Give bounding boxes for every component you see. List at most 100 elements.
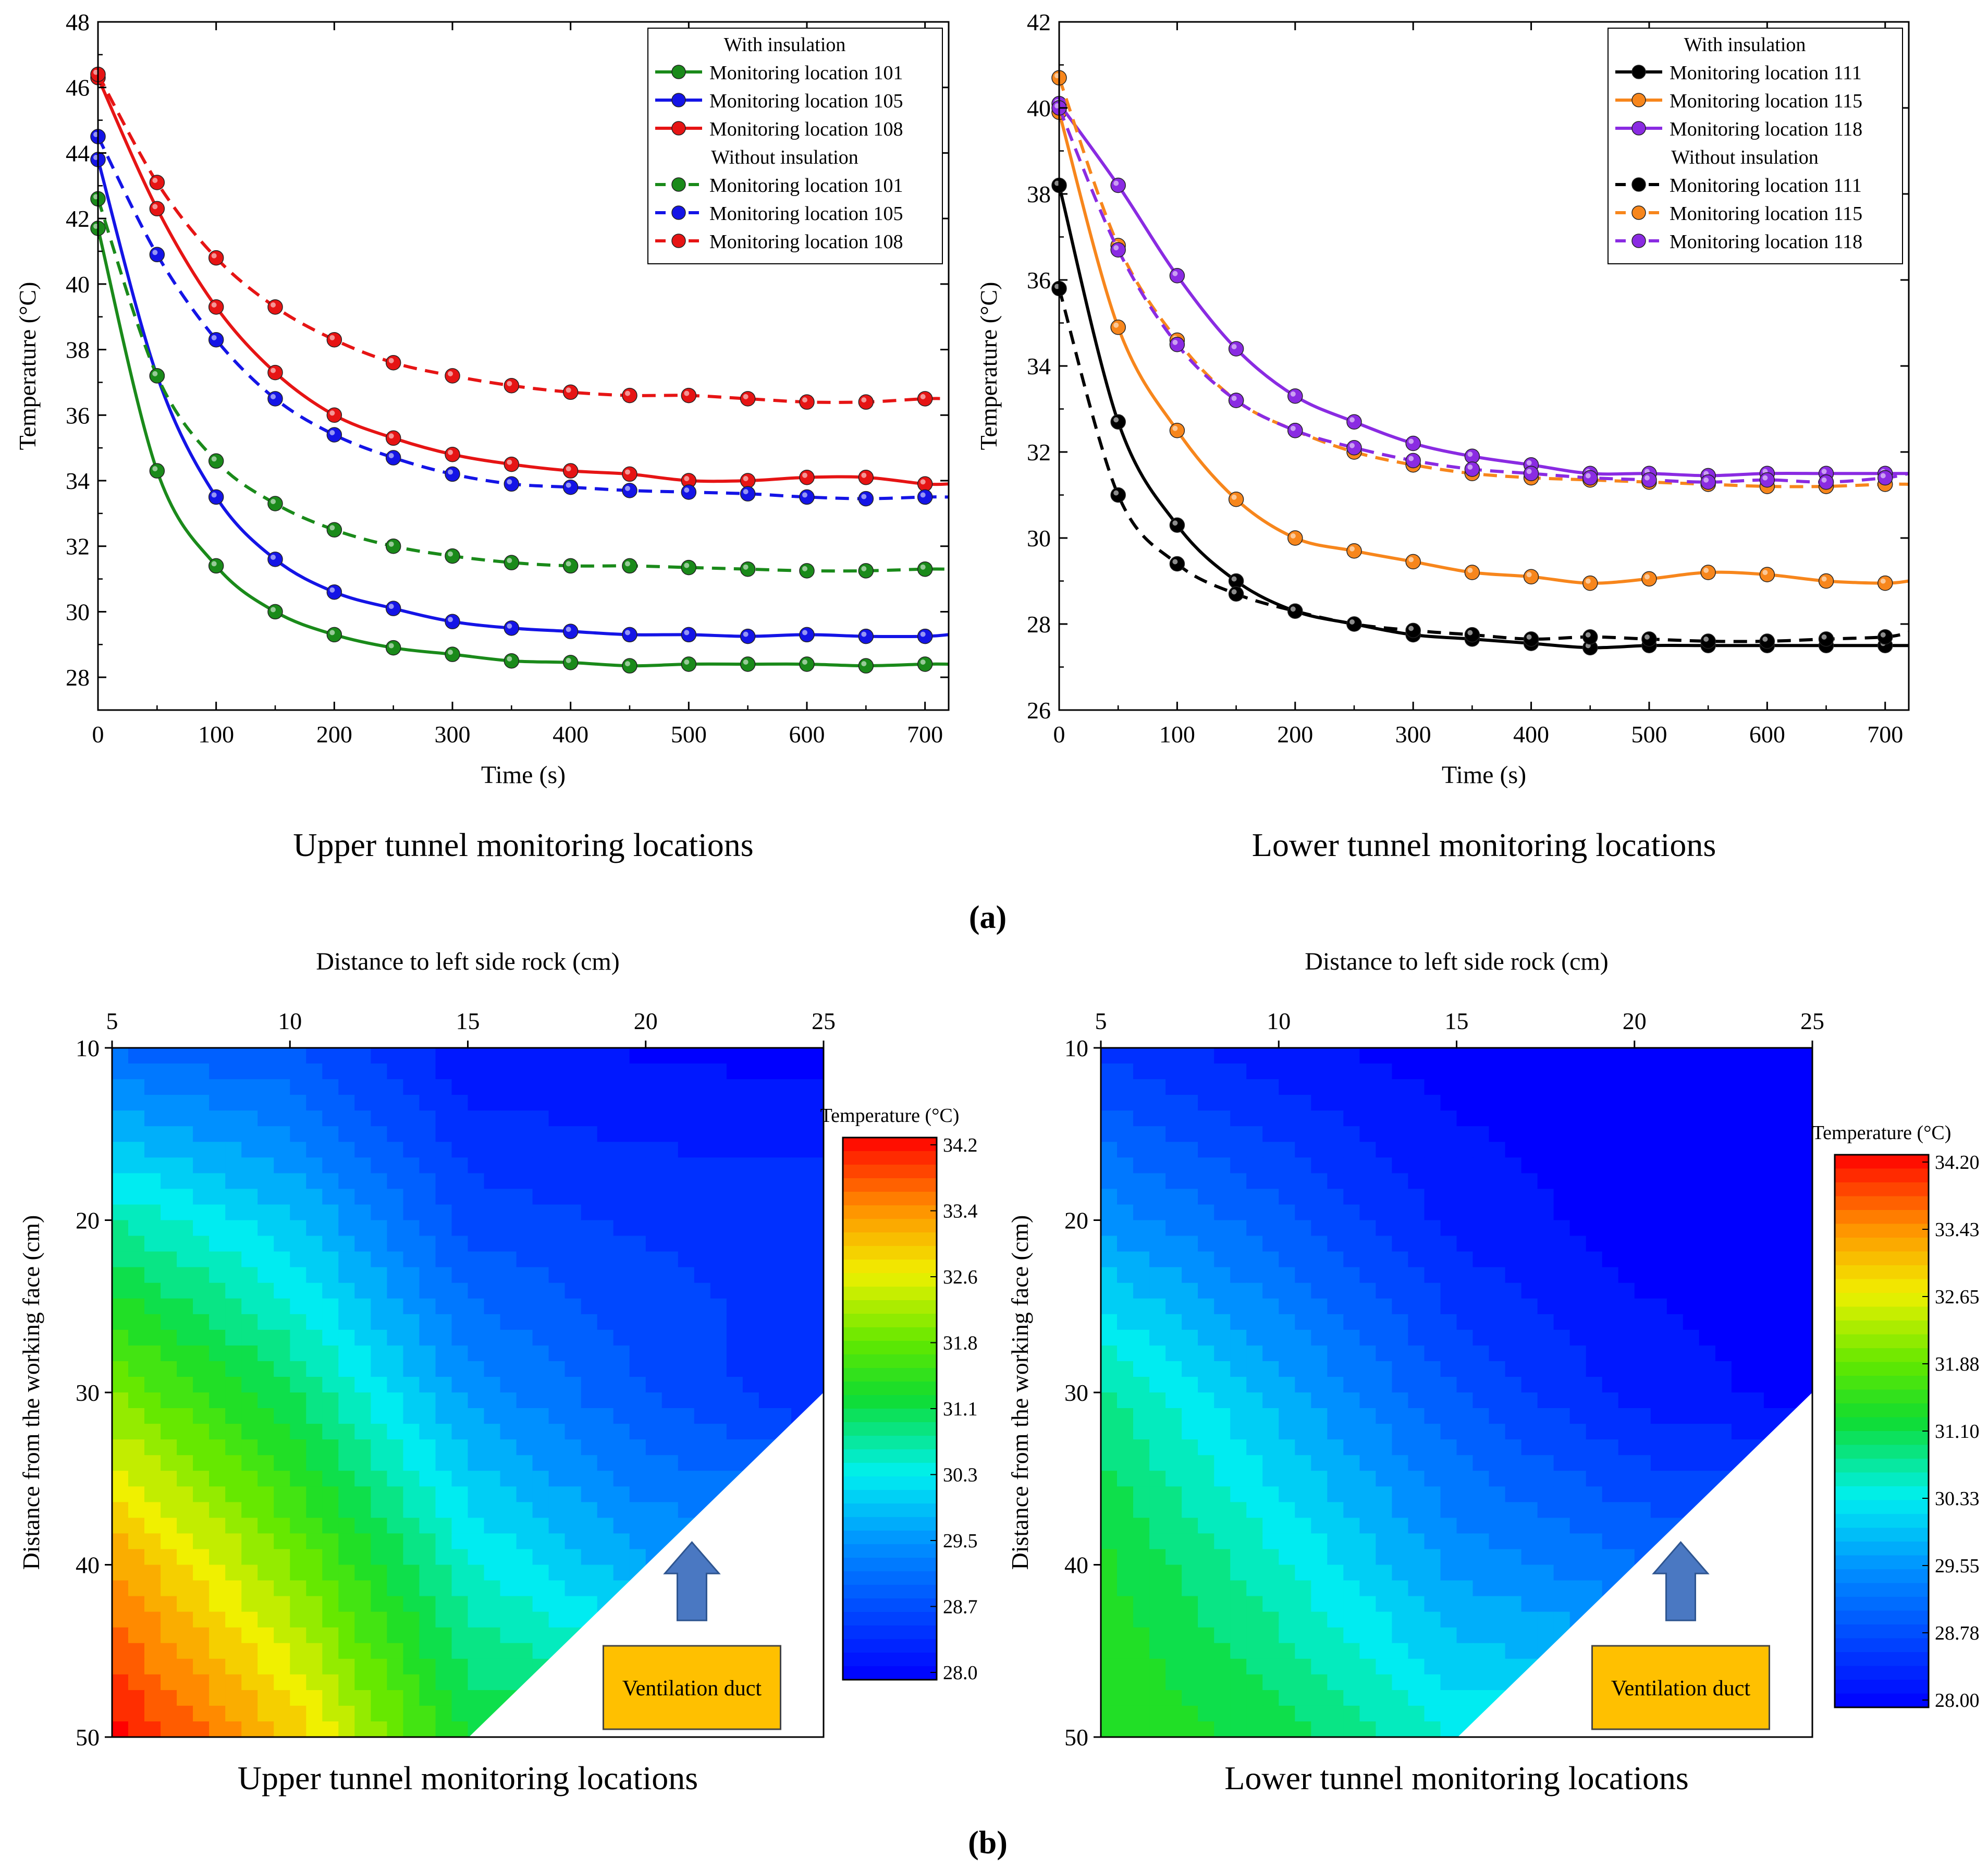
contour-cell bbox=[274, 1142, 291, 1158]
contour-cell bbox=[532, 1377, 549, 1393]
contour-cell bbox=[306, 1486, 323, 1503]
contour-cell bbox=[468, 1565, 485, 1581]
contour-cell bbox=[1133, 1110, 1150, 1127]
contour-cell bbox=[257, 1439, 275, 1456]
data-point-highlight bbox=[920, 631, 926, 637]
contour-cell bbox=[144, 1142, 161, 1158]
contour-cell bbox=[613, 1329, 630, 1346]
contour-cell bbox=[597, 1267, 614, 1284]
contour-cell bbox=[1472, 1565, 1490, 1581]
contour-cell bbox=[1182, 1236, 1199, 1252]
data-point-highlight bbox=[448, 371, 453, 376]
contour-cell bbox=[419, 1658, 436, 1675]
contour-cell bbox=[419, 1173, 436, 1190]
contour-cell bbox=[1569, 1236, 1587, 1252]
contour-cell bbox=[128, 1705, 145, 1722]
contour-cell bbox=[1311, 1674, 1328, 1691]
contour-cell bbox=[1327, 1361, 1344, 1377]
contour-cell bbox=[1230, 1267, 1247, 1284]
contour-cell bbox=[1230, 1064, 1247, 1080]
x-tick-label: 5 bbox=[1095, 1008, 1107, 1034]
contour-cell bbox=[1359, 1064, 1377, 1080]
contour-cell bbox=[1699, 1298, 1716, 1315]
contour-cell bbox=[1327, 1549, 1344, 1566]
contour-cell bbox=[1666, 1157, 1684, 1174]
contour-cell bbox=[1763, 1361, 1781, 1377]
contour-cell bbox=[1586, 1549, 1603, 1566]
contour-cell bbox=[710, 1048, 727, 1064]
contour-cell bbox=[1763, 1377, 1781, 1393]
contour-cell bbox=[322, 1658, 339, 1675]
contour-cell bbox=[387, 1565, 404, 1581]
data-point bbox=[799, 394, 815, 410]
contour-cell bbox=[629, 1110, 646, 1127]
contour-cell bbox=[1602, 1549, 1619, 1566]
contour-cell bbox=[193, 1110, 210, 1127]
contour-cell bbox=[1149, 1220, 1167, 1237]
colorbar-band bbox=[843, 1612, 937, 1626]
contour-cell bbox=[1666, 1298, 1684, 1315]
contour-cell bbox=[807, 1189, 824, 1205]
contour-cell bbox=[1165, 1126, 1183, 1143]
colorbar-band bbox=[1835, 1445, 1929, 1459]
y-tick-label: 44 bbox=[66, 140, 90, 166]
contour-cell bbox=[1408, 1674, 1425, 1691]
contour-cell bbox=[613, 1189, 630, 1205]
data-point-highlight bbox=[1172, 520, 1178, 526]
contour-cell bbox=[1279, 1392, 1296, 1409]
contour-cell bbox=[532, 1533, 549, 1550]
contour-cell bbox=[532, 1518, 549, 1534]
contour-cell bbox=[1553, 1533, 1570, 1550]
contour-cell bbox=[112, 1282, 129, 1299]
contour-cell bbox=[1456, 1329, 1474, 1346]
contour-cell bbox=[1327, 1298, 1344, 1315]
contour-cell bbox=[629, 1079, 646, 1096]
contour-cell bbox=[1133, 1048, 1150, 1064]
contour-cell bbox=[565, 1110, 582, 1127]
contour-cell bbox=[112, 1251, 129, 1268]
contour-cell bbox=[565, 1424, 582, 1440]
contour-cell bbox=[1359, 1377, 1377, 1393]
contour-cell bbox=[1327, 1064, 1344, 1080]
contour-cell bbox=[742, 1220, 759, 1237]
contour-cell bbox=[1327, 1314, 1344, 1330]
contour-cell bbox=[1505, 1110, 1522, 1127]
contour-cell bbox=[1747, 1424, 1764, 1440]
contour-cell bbox=[1343, 1471, 1360, 1487]
contour-cell bbox=[1214, 1079, 1231, 1096]
contour-cell bbox=[1230, 1705, 1247, 1722]
contour-cell bbox=[209, 1690, 226, 1706]
contour-cell bbox=[1376, 1565, 1393, 1581]
contour-cell bbox=[1133, 1518, 1150, 1534]
contour-cell bbox=[1117, 1282, 1134, 1299]
contour-cell bbox=[597, 1361, 614, 1377]
contour-cell bbox=[484, 1643, 501, 1659]
contour-cell bbox=[1262, 1267, 1280, 1284]
contour-cell bbox=[597, 1064, 614, 1080]
contour-cell bbox=[290, 1643, 307, 1659]
contour-cell bbox=[500, 1189, 517, 1205]
contour-cell bbox=[371, 1267, 388, 1284]
contour-cell bbox=[1101, 1658, 1118, 1675]
contour-cell bbox=[371, 1533, 388, 1550]
contour-cell bbox=[1311, 1142, 1328, 1158]
data-point bbox=[740, 628, 756, 644]
contour-cell bbox=[1182, 1424, 1199, 1440]
contour-cell bbox=[112, 1329, 129, 1346]
contour-cell bbox=[710, 1267, 727, 1284]
contour-cell bbox=[1327, 1705, 1344, 1722]
contour-cell bbox=[274, 1220, 291, 1237]
contour-cell bbox=[581, 1142, 598, 1158]
data-point-highlight bbox=[271, 302, 276, 308]
contour-cell bbox=[403, 1204, 420, 1221]
contour-cell bbox=[225, 1095, 242, 1111]
contour-cell bbox=[1376, 1643, 1393, 1659]
contour-cell bbox=[1343, 1173, 1360, 1190]
contour-cell bbox=[1343, 1565, 1360, 1581]
data-point bbox=[385, 601, 401, 616]
contour-cell bbox=[338, 1236, 355, 1252]
contour-cell bbox=[1569, 1565, 1587, 1581]
contour-cell bbox=[1537, 1236, 1554, 1252]
contour-cell bbox=[742, 1408, 759, 1424]
contour-cell bbox=[500, 1314, 517, 1330]
